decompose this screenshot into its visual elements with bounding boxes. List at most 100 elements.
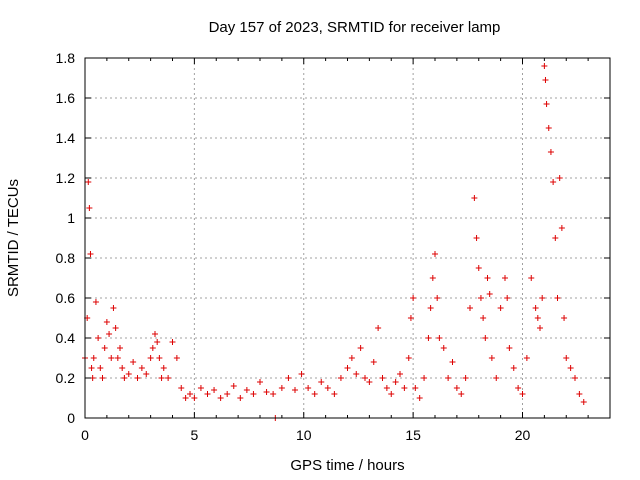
data-point: [550, 179, 557, 185]
data-point: [407, 315, 414, 321]
data-point: [134, 375, 141, 381]
data-point: [541, 63, 548, 69]
y-tick-label: 0.6: [56, 290, 76, 306]
data-point: [440, 345, 447, 351]
data-point: [561, 315, 568, 321]
data-point: [224, 391, 231, 397]
data-point: [99, 375, 106, 381]
data-point: [542, 77, 549, 83]
data-point: [298, 371, 305, 377]
x-tick-label: 15: [405, 427, 421, 443]
data-point: [449, 359, 456, 365]
data-point: [576, 391, 583, 397]
data-point: [182, 395, 189, 401]
data-point: [477, 295, 484, 301]
data-point: [156, 355, 163, 361]
y-axis-label: SRMTID / TECUs: [5, 179, 22, 297]
y-tick-label: 0.2: [56, 370, 76, 386]
data-point: [523, 355, 530, 361]
x-tick-label: 0: [81, 427, 89, 443]
data-point: [169, 339, 176, 345]
data-point: [392, 379, 399, 385]
y-tick-label: 0: [67, 410, 75, 426]
data-point: [243, 387, 250, 393]
data-point: [480, 315, 487, 321]
data-points: [82, 63, 587, 421]
x-tick-label: 20: [515, 427, 531, 443]
data-point: [263, 389, 270, 395]
data-point: [292, 387, 298, 393]
data-point: [103, 319, 110, 325]
data-point: [515, 385, 522, 391]
data-point: [324, 385, 331, 391]
data-point: [95, 335, 102, 341]
data-point: [285, 375, 292, 381]
data-point: [357, 345, 364, 351]
data-point: [87, 251, 94, 257]
data-point: [502, 275, 508, 281]
data-point: [429, 275, 436, 281]
data-point: [125, 371, 132, 377]
data-point: [436, 335, 443, 341]
data-point: [552, 235, 559, 241]
data-point: [445, 375, 452, 381]
data-point: [348, 355, 355, 361]
grid-lines: [85, 58, 610, 418]
data-point: [90, 355, 97, 361]
data-point: [543, 101, 550, 107]
data-point: [580, 399, 587, 405]
data-point: [410, 295, 417, 301]
data-point: [412, 385, 419, 391]
y-tick-label: 1.8: [56, 50, 76, 66]
data-point: [362, 375, 368, 381]
data-point: [337, 375, 344, 381]
x-tick-label: 5: [190, 427, 198, 443]
data-point: [434, 295, 441, 301]
data-point: [204, 391, 211, 397]
data-point: [149, 345, 156, 351]
data-point: [237, 395, 244, 401]
data-point: [379, 375, 386, 381]
data-point: [545, 125, 552, 131]
data-point: [493, 375, 500, 381]
data-point: [230, 383, 237, 389]
data-point: [173, 355, 180, 361]
data-point: [366, 379, 373, 385]
data-point: [143, 371, 150, 377]
data-point: [567, 365, 574, 371]
y-tick-label: 1: [67, 210, 75, 226]
data-point: [165, 375, 172, 381]
y-tick-label: 1.6: [56, 90, 76, 106]
data-point: [504, 295, 511, 301]
data-point: [187, 391, 193, 397]
data-point: [119, 365, 126, 371]
data-point: [532, 305, 539, 311]
data-point: [197, 385, 204, 391]
data-point: [519, 391, 526, 397]
data-point: [506, 345, 513, 351]
data-point: [154, 339, 161, 345]
data-point: [388, 391, 395, 397]
data-point: [152, 331, 158, 337]
data-point: [556, 175, 563, 181]
data-point: [108, 355, 115, 361]
data-point: [106, 331, 113, 337]
axes: 0 0.2 0.4 0.6 0.8 1 1.2 1.4 1.6 1.8 0 5 10 15 20: [56, 50, 611, 443]
data-point: [250, 391, 257, 397]
data-point: [528, 275, 535, 281]
y-tick-label: 1.4: [56, 130, 76, 146]
data-point: [421, 375, 428, 381]
data-point: [311, 391, 318, 397]
data-point: [121, 375, 128, 381]
data-point: [101, 345, 108, 351]
data-point: [462, 375, 469, 381]
data-point: [138, 365, 145, 371]
data-point: [117, 345, 123, 351]
data-point: [405, 355, 412, 361]
data-point: [497, 305, 504, 311]
data-point: [370, 359, 377, 365]
data-point: [344, 365, 351, 371]
data-point: [572, 375, 578, 381]
data-point: [158, 375, 165, 381]
